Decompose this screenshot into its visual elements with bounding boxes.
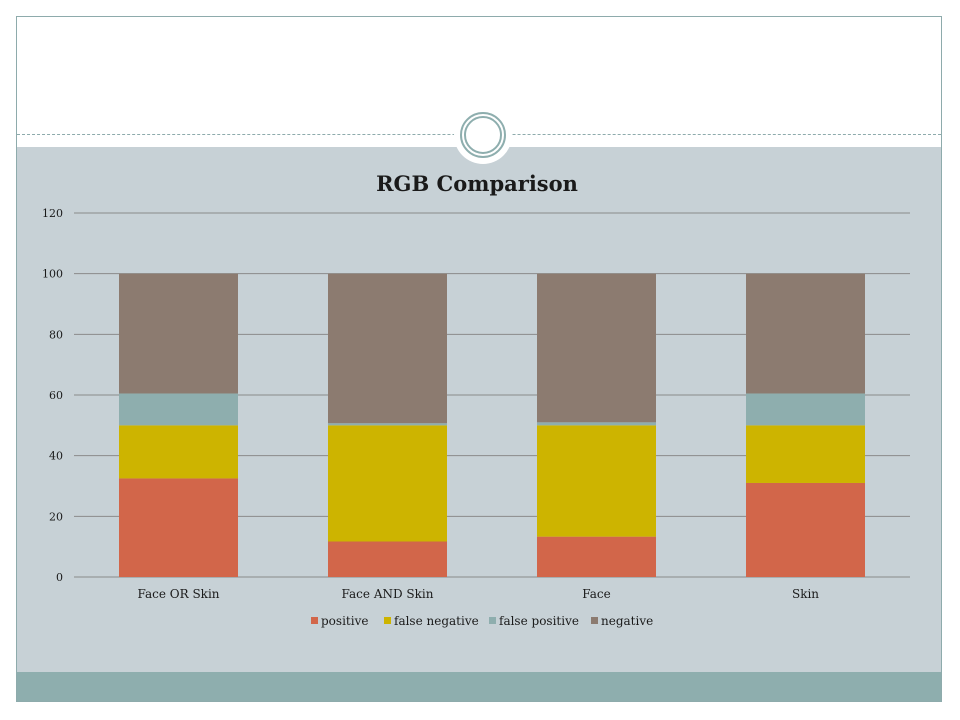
legend-swatch	[311, 617, 318, 624]
y-tick-label: 20	[49, 510, 63, 523]
bar-segment-negative	[746, 273, 865, 394]
bar-segment-positive	[328, 541, 447, 577]
bar-segment-negative	[119, 273, 238, 394]
legend-label: false negative	[394, 614, 479, 628]
legend-swatch	[591, 617, 598, 624]
y-tick-label: 80	[49, 328, 63, 341]
bar-segment-false-negative	[746, 425, 865, 483]
bar-segment-false-negative	[328, 425, 447, 542]
x-category-label: Skin	[792, 587, 819, 601]
chart-legend: positive false negative false positive nega…	[311, 614, 653, 628]
bar-segment-negative	[328, 273, 447, 424]
bar-segment-positive	[537, 536, 656, 577]
y-tick-label: 120	[42, 207, 63, 220]
bar-segment-negative	[537, 273, 656, 423]
legend-label: negative	[601, 614, 653, 628]
bar-segment-false-positive	[328, 423, 447, 426]
slide-footer-band	[17, 672, 941, 701]
x-category-label: Face AND Skin	[342, 587, 434, 601]
chart-title: RGB Comparison	[376, 171, 578, 196]
y-axis-ticks: 0 20 40 60 80 100 120	[42, 207, 63, 584]
x-category-label: Face	[582, 587, 611, 601]
y-tick-label: 0	[56, 571, 63, 584]
circle-ring-inner	[464, 116, 502, 154]
bar-segment-false-positive	[119, 393, 238, 426]
bar-segment-positive	[119, 478, 238, 577]
bar-segment-false-negative	[537, 425, 656, 537]
bar-segment-positive	[746, 482, 865, 577]
legend-label: positive	[321, 614, 368, 628]
legend-swatch	[384, 617, 391, 624]
y-tick-label: 100	[42, 268, 63, 281]
bar-segment-false-negative	[119, 425, 238, 479]
legend-swatch	[489, 617, 496, 624]
x-axis-categories: Face OR Skin Face AND Skin Face Skin	[137, 587, 819, 601]
legend-label: false positive	[499, 614, 579, 628]
circle-ring	[460, 112, 506, 158]
chart-bars	[119, 273, 865, 577]
bar-segment-false-positive	[537, 422, 656, 426]
x-category-label: Face OR Skin	[137, 587, 219, 601]
circle-ornament-icon	[454, 106, 512, 164]
bar-segment-false-positive	[746, 393, 865, 426]
y-tick-label: 40	[49, 450, 63, 463]
y-tick-label: 60	[49, 389, 63, 402]
